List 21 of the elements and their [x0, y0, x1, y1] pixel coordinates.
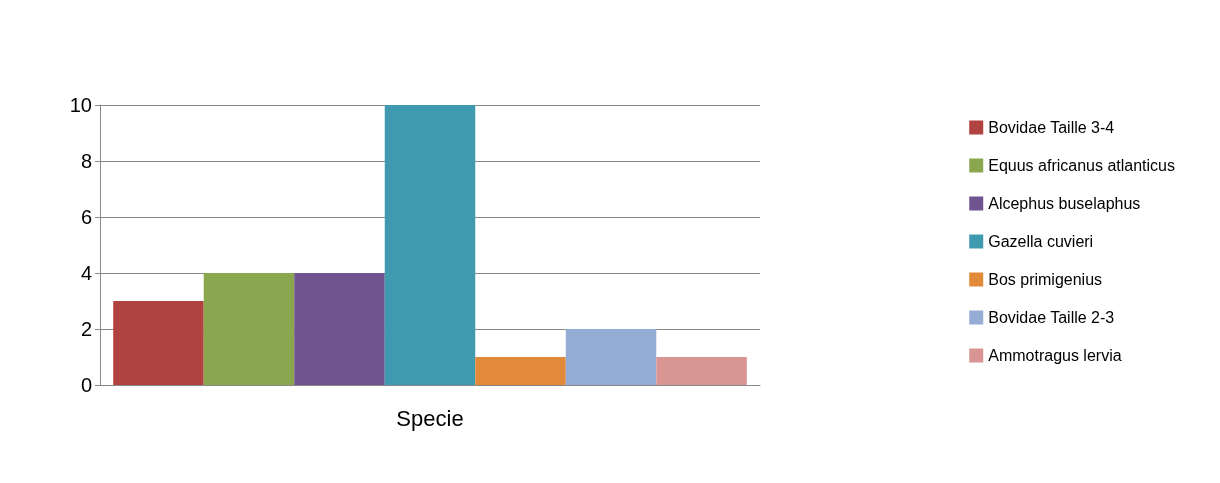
legend-label: Ammotragus lervia: [988, 347, 1122, 364]
y-tick-label: 2: [80, 318, 92, 340]
y-tick-label: 0: [80, 374, 92, 396]
legend-label: Gazella cuvieri: [988, 233, 1094, 250]
y-tick-label: 10: [69, 94, 92, 116]
bar: [113, 301, 204, 385]
y-tick-label: 4: [80, 262, 92, 284]
legend-label: Bovidae Taille 3-4: [988, 119, 1115, 136]
bar: [294, 273, 385, 385]
x-tick-label: Specie: [396, 405, 464, 431]
y-tick-label: 8: [80, 150, 92, 172]
y-tick-label: 6: [80, 206, 92, 228]
bar: [656, 357, 747, 385]
bar: [565, 329, 657, 385]
bar: [475, 357, 566, 385]
bar: [203, 273, 295, 385]
legend-label: Equus africanus atlanticus: [988, 157, 1176, 174]
legend-label: Bos primigenius: [988, 271, 1103, 288]
bar: [384, 105, 476, 385]
legend-label: Bovidae Taille 2-3: [988, 309, 1115, 326]
legend-label: Alcephus buselaphus: [988, 195, 1141, 212]
